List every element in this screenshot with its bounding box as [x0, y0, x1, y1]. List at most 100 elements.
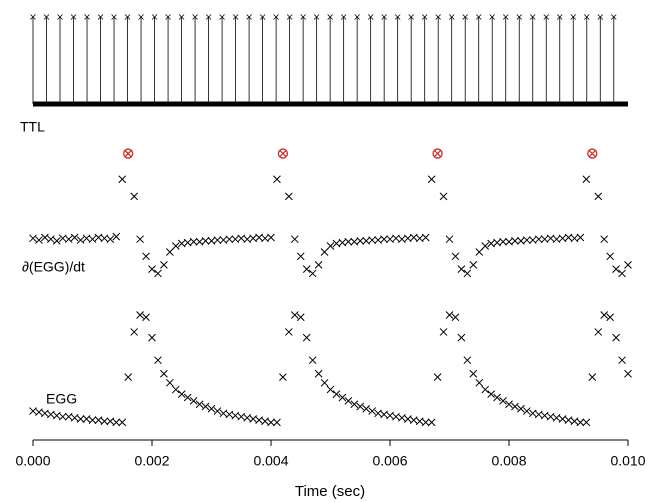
marker [29, 407, 37, 415]
marker [148, 333, 156, 342]
marker [165, 248, 174, 256]
marker [243, 413, 252, 422]
stem-marker [381, 14, 387, 20]
x-tick-label: 0.008 [491, 453, 526, 469]
stem-marker [543, 14, 550, 20]
stem-marker [394, 14, 401, 20]
stem-marker [124, 14, 131, 20]
marker [326, 242, 335, 250]
marker [570, 417, 579, 426]
marker [487, 390, 496, 398]
marker [296, 313, 305, 322]
marker [160, 261, 168, 269]
x-tick-label: 0.004 [253, 453, 288, 469]
marker [142, 313, 150, 322]
marker [284, 192, 293, 201]
marker [189, 237, 198, 246]
marker [118, 418, 127, 427]
marker [511, 237, 519, 245]
marker [267, 233, 275, 242]
stem-marker [273, 14, 279, 20]
marker [52, 411, 61, 420]
x-tick-label: 0.000 [15, 453, 50, 469]
stem-marker [259, 14, 266, 20]
marker [82, 415, 91, 423]
marker [582, 175, 591, 184]
stem-marker [165, 14, 171, 20]
marker [624, 261, 632, 269]
marker [136, 235, 144, 244]
peak-cross [279, 150, 287, 157]
marker [439, 328, 448, 336]
marker [302, 265, 311, 274]
stem-marker [43, 14, 50, 20]
stem-marker [313, 14, 320, 20]
marker [534, 410, 543, 419]
marker [112, 418, 121, 427]
marker [600, 311, 609, 319]
stem-marker [30, 14, 36, 20]
stem-marker [367, 14, 374, 20]
marker [368, 236, 377, 244]
marker [505, 400, 513, 409]
stem-marker [97, 14, 104, 20]
marker [481, 242, 490, 250]
stem-marker [354, 14, 360, 20]
marker [540, 411, 549, 420]
x-axis-title: Time (sec) [295, 483, 365, 500]
stem-marker [192, 14, 198, 20]
marker [231, 411, 240, 420]
marker [124, 373, 133, 382]
marker [606, 252, 615, 261]
marker [160, 369, 168, 378]
marker [58, 412, 67, 421]
marker [302, 333, 311, 342]
marker [195, 400, 204, 409]
marker [588, 373, 597, 382]
marker [362, 404, 371, 413]
marker [70, 233, 79, 242]
stem-marker [597, 14, 604, 20]
marker [52, 237, 61, 245]
stem-marker [340, 14, 347, 20]
stem-marker [448, 14, 455, 20]
panel-label: TTL [20, 119, 45, 135]
marker [284, 328, 293, 336]
marker [564, 416, 573, 424]
marker [183, 393, 192, 402]
marker [398, 413, 406, 422]
marker [415, 417, 424, 426]
marker [421, 418, 430, 427]
marker [29, 234, 37, 243]
marker [392, 412, 400, 421]
marker [445, 235, 454, 244]
marker [350, 400, 359, 409]
marker [154, 269, 162, 278]
stem-marker [219, 14, 225, 20]
marker [618, 356, 626, 365]
marker [624, 369, 632, 378]
marker [612, 333, 620, 342]
marker [41, 233, 49, 242]
stem-marker [151, 14, 158, 20]
marker [332, 390, 341, 398]
marker [207, 404, 216, 413]
marker [213, 236, 222, 244]
marker [290, 311, 299, 319]
marker [463, 269, 472, 278]
stem-marker [232, 14, 239, 20]
stem-marker [70, 14, 77, 20]
marker [171, 385, 180, 394]
marker [70, 413, 79, 422]
marker [35, 408, 43, 417]
peak-cross [434, 150, 441, 157]
panel-label: ∂(EGG)/dt [22, 259, 85, 275]
marker [41, 409, 49, 418]
marker [403, 415, 412, 423]
marker [279, 373, 287, 382]
marker [576, 233, 585, 242]
marker [320, 378, 329, 387]
stem-marker [138, 14, 144, 20]
marker [130, 328, 139, 336]
marker [106, 235, 115, 244]
